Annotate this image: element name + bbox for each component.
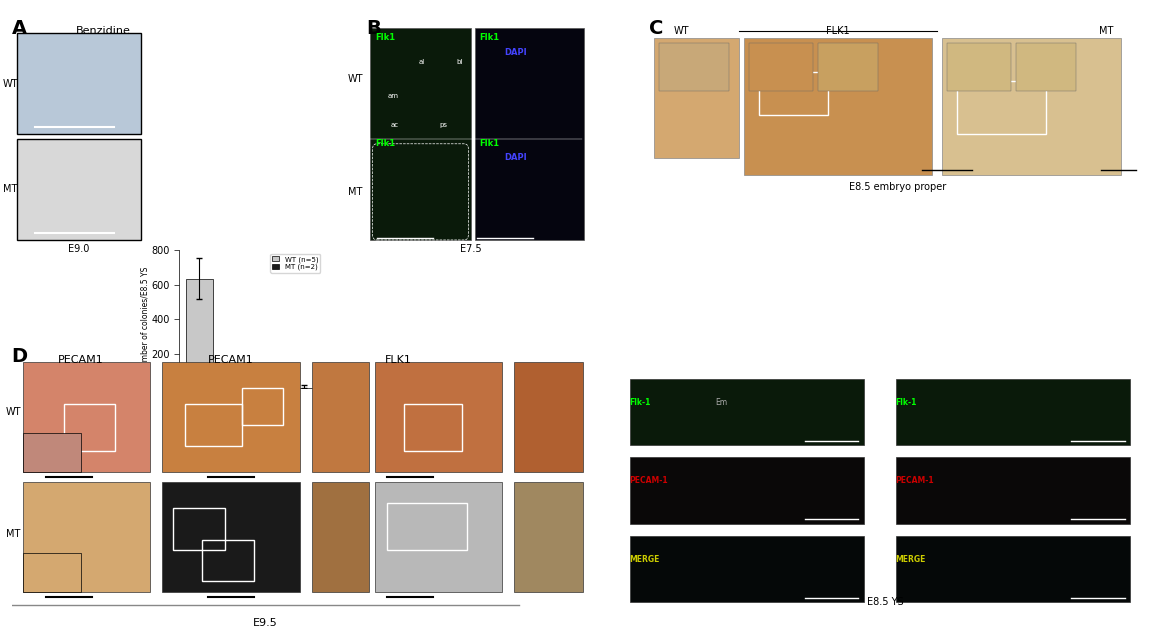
Text: B: B xyxy=(366,19,381,38)
FancyBboxPatch shape xyxy=(818,43,877,91)
FancyBboxPatch shape xyxy=(17,33,141,134)
Text: ac: ac xyxy=(391,121,399,128)
Text: MERGE: MERGE xyxy=(629,555,659,564)
Text: E8.5 YS: E8.5 YS xyxy=(867,597,904,607)
Text: WT: WT xyxy=(2,79,19,89)
FancyBboxPatch shape xyxy=(896,536,1130,602)
Text: E7.5: E7.5 xyxy=(459,244,481,254)
FancyBboxPatch shape xyxy=(476,28,584,240)
Text: bl: bl xyxy=(456,59,463,65)
Text: PECAM1: PECAM1 xyxy=(58,354,104,364)
FancyBboxPatch shape xyxy=(162,482,300,592)
Text: Benzidine: Benzidine xyxy=(76,26,131,36)
FancyBboxPatch shape xyxy=(946,43,1011,91)
Text: C: C xyxy=(649,19,664,38)
FancyBboxPatch shape xyxy=(311,362,369,472)
Text: E9.5: E9.5 xyxy=(253,618,278,626)
FancyBboxPatch shape xyxy=(744,38,933,175)
FancyBboxPatch shape xyxy=(1017,43,1076,91)
FancyBboxPatch shape xyxy=(162,362,300,472)
FancyBboxPatch shape xyxy=(629,536,864,602)
FancyBboxPatch shape xyxy=(942,38,1121,175)
Text: MT: MT xyxy=(6,530,20,540)
FancyBboxPatch shape xyxy=(23,553,81,592)
Text: MT: MT xyxy=(2,185,17,195)
Text: PECAM1: PECAM1 xyxy=(208,354,253,364)
Text: E8.5 embryo proper: E8.5 embryo proper xyxy=(849,182,946,192)
FancyBboxPatch shape xyxy=(655,38,738,158)
Text: Flk1: Flk1 xyxy=(375,139,395,148)
FancyBboxPatch shape xyxy=(23,433,81,472)
Bar xyxy=(264,377,290,388)
Text: WT: WT xyxy=(675,26,690,36)
FancyBboxPatch shape xyxy=(375,362,502,472)
FancyBboxPatch shape xyxy=(659,43,729,91)
Text: Flk1: Flk1 xyxy=(375,33,395,42)
Text: FLK1: FLK1 xyxy=(385,354,412,364)
FancyBboxPatch shape xyxy=(896,458,1130,524)
Text: A: A xyxy=(12,19,27,38)
FancyBboxPatch shape xyxy=(375,482,502,592)
Legend: WT (n=5), MT (n=2): WT (n=5), MT (n=2) xyxy=(271,254,320,272)
Text: E9.0: E9.0 xyxy=(68,244,90,254)
Y-axis label: Number of colonies/E8.5 YS: Number of colonies/E8.5 YS xyxy=(141,267,149,372)
Text: am: am xyxy=(388,93,398,99)
FancyBboxPatch shape xyxy=(23,482,150,592)
Text: MT: MT xyxy=(348,187,362,197)
Text: ps: ps xyxy=(440,121,448,128)
Text: Flk-1: Flk-1 xyxy=(896,398,918,407)
Text: DAPI: DAPI xyxy=(504,48,526,56)
FancyBboxPatch shape xyxy=(23,362,150,472)
Text: WT: WT xyxy=(6,407,21,417)
FancyBboxPatch shape xyxy=(629,379,864,446)
Text: D: D xyxy=(12,347,28,366)
Text: al: al xyxy=(419,59,425,65)
Text: FLK1: FLK1 xyxy=(826,26,849,36)
FancyBboxPatch shape xyxy=(629,458,864,524)
Text: Flk1: Flk1 xyxy=(479,139,500,148)
Bar xyxy=(186,279,213,388)
FancyBboxPatch shape xyxy=(17,139,141,240)
Text: Flk-1: Flk-1 xyxy=(629,398,651,407)
FancyBboxPatch shape xyxy=(514,482,583,592)
Text: MERGE: MERGE xyxy=(896,555,926,564)
FancyBboxPatch shape xyxy=(749,43,813,91)
FancyBboxPatch shape xyxy=(896,379,1130,446)
Text: WT: WT xyxy=(348,74,363,84)
Text: Em: Em xyxy=(715,398,727,407)
Text: PECAM-1: PECAM-1 xyxy=(629,476,669,485)
Text: MT: MT xyxy=(1098,26,1113,36)
FancyBboxPatch shape xyxy=(311,482,369,592)
Text: DAPI: DAPI xyxy=(504,153,526,162)
Text: PECAM-1: PECAM-1 xyxy=(896,476,935,485)
FancyBboxPatch shape xyxy=(370,28,471,240)
Text: Flk1: Flk1 xyxy=(479,33,500,42)
FancyBboxPatch shape xyxy=(514,362,583,472)
